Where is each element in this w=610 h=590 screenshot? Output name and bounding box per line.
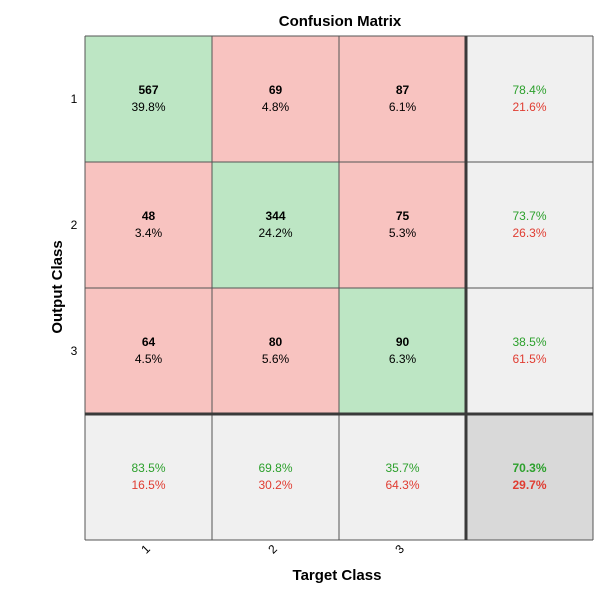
row-summary-1-label-primary: 78.4%	[512, 83, 546, 97]
row-summary-1-label-secondary: 21.6%	[512, 100, 546, 114]
cell-3-2	[212, 288, 339, 414]
y-tick-label-3: 3	[71, 344, 78, 358]
cell-2-3-label-primary: 75	[396, 209, 410, 223]
cell-1-3-label-primary: 87	[396, 83, 410, 97]
overall-accuracy-label-secondary: 29.7%	[512, 478, 546, 492]
cell-2-3-label-secondary: 5.3%	[389, 226, 417, 240]
cell-2-2-label-secondary: 24.2%	[258, 226, 292, 240]
row-summary-2	[466, 162, 593, 288]
overall-accuracy-label-primary: 70.3%	[512, 461, 546, 475]
cell-3-3-label-secondary: 6.3%	[389, 352, 417, 366]
cell-1-1-label-secondary: 39.8%	[131, 100, 165, 114]
matrix-cells: 567 39.8% 69 4.8% 87 6.1% 48 3.4% 344 24.2% 75 5.3%…	[85, 36, 593, 540]
cell-1-2	[212, 36, 339, 162]
chart-title: Confusion Matrix	[279, 13, 402, 30]
cell-3-1	[85, 288, 212, 414]
cell-2-1-label-primary: 48	[142, 209, 156, 223]
col-summary-3-label-secondary: 64.3%	[385, 478, 419, 492]
cell-3-1-label-secondary: 4.5%	[135, 352, 163, 366]
cell-2-2	[212, 162, 339, 288]
cell-3-2-label-primary: 80	[269, 335, 283, 349]
row-summary-3	[466, 288, 593, 414]
x-axis-label: Target Class	[293, 567, 382, 584]
col-summary-1	[85, 414, 212, 540]
y-tick-label-2: 2	[71, 218, 78, 232]
y-axis-label: Output Class	[49, 240, 66, 333]
row-summary-3-label-primary: 38.5%	[512, 335, 546, 349]
matrix-grid	[84, 35, 594, 541]
x-tick-label-3: 3	[392, 542, 407, 557]
cell-3-3	[339, 288, 466, 414]
row-summary-3-label-secondary: 61.5%	[512, 352, 546, 366]
row-summary-1	[466, 36, 593, 162]
cell-1-3-label-secondary: 6.1%	[389, 100, 417, 114]
x-tick-label-1: 1	[138, 542, 153, 557]
col-summary-2-label-primary: 69.8%	[258, 461, 292, 475]
cell-3-2-label-secondary: 5.6%	[262, 352, 290, 366]
cell-1-1	[85, 36, 212, 162]
row-summary-2-label-primary: 73.7%	[512, 209, 546, 223]
cell-2-1-label-secondary: 3.4%	[135, 226, 163, 240]
overall-accuracy-cell	[466, 414, 593, 540]
cell-1-2-label-secondary: 4.8%	[262, 100, 290, 114]
cell-3-1-label-primary: 64	[142, 335, 156, 349]
col-summary-3	[339, 414, 466, 540]
y-tick-label-1: 1	[71, 92, 78, 106]
x-tick-label-2: 2	[265, 542, 280, 557]
col-summary-2	[212, 414, 339, 540]
cell-1-3	[339, 36, 466, 162]
col-summary-3-label-primary: 35.7%	[385, 461, 419, 475]
col-summary-1-label-secondary: 16.5%	[131, 478, 165, 492]
cell-3-3-label-primary: 90	[396, 335, 410, 349]
cell-2-2-label-primary: 344	[265, 209, 285, 223]
cell-1-1-label-primary: 567	[138, 83, 158, 97]
cell-2-3	[339, 162, 466, 288]
cell-1-2-label-primary: 69	[269, 83, 283, 97]
cell-2-1	[85, 162, 212, 288]
col-summary-2-label-secondary: 30.2%	[258, 478, 292, 492]
col-summary-1-label-primary: 83.5%	[131, 461, 165, 475]
row-summary-2-label-secondary: 26.3%	[512, 226, 546, 240]
